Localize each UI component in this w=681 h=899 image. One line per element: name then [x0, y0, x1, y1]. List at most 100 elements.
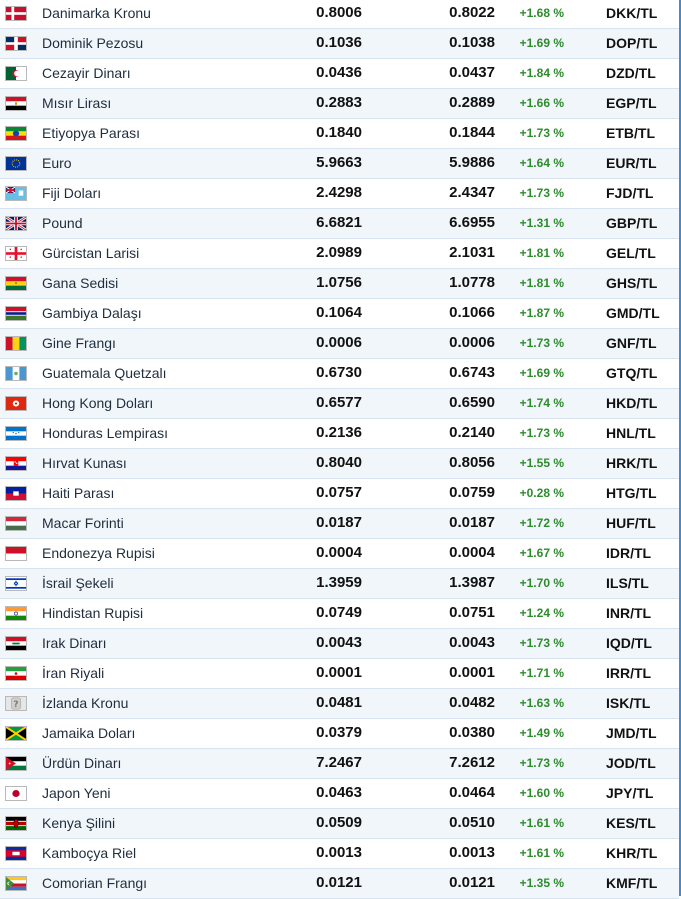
currency-name[interactable]: Mısır Lirası: [42, 95, 112, 111]
currency-pair-code[interactable]: KMF/TL: [606, 875, 658, 891]
currency-pair-code[interactable]: HUF/TL: [606, 515, 656, 531]
currency-pair-code[interactable]: GTQ/TL: [606, 365, 658, 381]
currency-name[interactable]: Gana Sedisi: [42, 275, 119, 291]
currency-pair-code[interactable]: JPY/TL: [606, 785, 654, 801]
currency-pair-code[interactable]: HKD/TL: [606, 395, 658, 411]
currency-pair-code[interactable]: DOP/TL: [606, 35, 658, 51]
buy-rate: 5.9663: [316, 154, 362, 171]
currency-name[interactable]: Guatemala Quetzalı: [42, 365, 167, 381]
table-row[interactable]: Comorian Frangı 0.0121 0.0121 +1.35 % KMF/TL: [0, 869, 679, 899]
currency-pair-code[interactable]: EGP/TL: [606, 95, 657, 111]
jordan-flag-icon: [5, 756, 27, 771]
currency-name[interactable]: Cezayir Dinarı: [42, 65, 131, 81]
currency-pair-code[interactable]: ILS/TL: [606, 575, 649, 591]
currency-pair-code[interactable]: IQD/TL: [606, 635, 652, 651]
currency-name[interactable]: Ürdün Dinarı: [42, 755, 122, 771]
currency-name[interactable]: Jamaika Doları: [42, 725, 136, 741]
table-row[interactable]: Ürdün Dinarı 7.2467 7.2612 +1.73 % JOD/TL: [0, 749, 679, 779]
currency-pair-code[interactable]: KHR/TL: [606, 845, 658, 861]
sell-rate: 0.0380: [449, 724, 495, 741]
table-row[interactable]: Macar Forinti 0.0187 0.0187 +1.72 % HUF/TL: [0, 509, 679, 539]
currency-name[interactable]: Pound: [42, 215, 83, 231]
table-row[interactable]: Gine Frangı 0.0006 0.0006 +1.73 % GNF/TL: [0, 329, 679, 359]
change-percent: +1.70 %: [519, 576, 564, 590]
table-row[interactable]: Euro 5.9663 5.9886 +1.64 % EUR/TL: [0, 149, 679, 179]
table-row[interactable]: Kamboçya Riel 0.0013 0.0013 +1.61 % KHR/TL: [0, 839, 679, 869]
currency-name[interactable]: Irak Dinarı: [42, 635, 107, 651]
table-row[interactable]: Gana Sedisi 1.0756 1.0778 +1.81 % GHS/TL: [0, 269, 679, 299]
currency-pair-code[interactable]: FJD/TL: [606, 185, 654, 201]
buy-rate: 0.0463: [316, 784, 362, 801]
table-row[interactable]: Gambiya Dalaşı 0.1064 0.1066 +1.87 % GMD/TL: [0, 299, 679, 329]
currency-name[interactable]: Honduras Lempirası: [42, 425, 169, 441]
currency-name[interactable]: Dominik Pezosu: [42, 35, 144, 51]
currency-pair-code[interactable]: GHS/TL: [606, 275, 658, 291]
currency-pair-code[interactable]: IDR/TL: [606, 545, 652, 561]
currency-pair-code[interactable]: JOD/TL: [606, 755, 656, 771]
currency-pair-code[interactable]: JMD/TL: [606, 725, 657, 741]
table-row[interactable]: Kenya Şilini 0.0509 0.0510 +1.61 % KES/TL: [0, 809, 679, 839]
table-row[interactable]: Hırvat Kunası 0.8040 0.8056 +1.55 % HRK/TL: [0, 449, 679, 479]
table-row[interactable]: Hong Kong Doları 0.6577 0.6590 +1.74 % HKD/T…: [0, 389, 679, 419]
currency-name[interactable]: Etiyopya Parası: [42, 125, 141, 141]
table-row[interactable]: Honduras Lempirası 0.2136 0.2140 +1.73 % HNL…: [0, 419, 679, 449]
table-row[interactable]: Haiti Parası 0.0757 0.0759 +0.28 % HTG/TL: [0, 479, 679, 509]
currency-pair-code[interactable]: EUR/TL: [606, 155, 657, 171]
table-row[interactable]: Mısır Lirası 0.2883 0.2889 +1.66 % EGP/TL: [0, 89, 679, 119]
currency-name[interactable]: Endonezya Rupisi: [42, 545, 155, 561]
currency-pair-code[interactable]: HNL/TL: [606, 425, 656, 441]
table-row[interactable]: Pound 6.6821 6.6955 +1.31 % GBP/TL: [0, 209, 679, 239]
currency-pair-code[interactable]: HTG/TL: [606, 485, 657, 501]
buy-rate: 0.0436: [316, 64, 362, 81]
currency-pair-code[interactable]: IRR/TL: [606, 665, 652, 681]
table-row[interactable]: Dominik Pezosu 0.1036 0.1038 +1.69 % DOP/TL: [0, 29, 679, 59]
table-row[interactable]: İsrail Şekeli 1.3959 1.3987 +1.70 % ILS/TL: [0, 569, 679, 599]
table-row[interactable]: Japon Yeni 0.0463 0.0464 +1.60 % JPY/TL: [0, 779, 679, 809]
currency-name[interactable]: Fiji Doları: [42, 185, 102, 201]
currency-pair-code[interactable]: DKK/TL: [606, 5, 658, 21]
currency-pair-code[interactable]: ETB/TL: [606, 125, 655, 141]
table-row[interactable]: Jamaika Doları 0.0379 0.0380 +1.49 % JMD/TL: [0, 719, 679, 749]
table-row[interactable]: Fiji Doları 2.4298 2.4347 +1.73 % FJD/TL: [0, 179, 679, 209]
table-row[interactable]: Hindistan Rupisi 0.0749 0.0751 +1.24 % INR/T…: [0, 599, 679, 629]
currency-pair-code[interactable]: INR/TL: [606, 605, 652, 621]
currency-name[interactable]: Danimarka Kronu: [42, 5, 151, 21]
currency-pair-code[interactable]: KES/TL: [606, 815, 656, 831]
currency-name[interactable]: Kamboçya Riel: [42, 845, 137, 861]
table-row[interactable]: Cezayir Dinarı 0.0436 0.0437 +1.84 % DZD/TL: [0, 59, 679, 89]
currency-name[interactable]: Euro: [42, 155, 72, 171]
table-row[interactable]: ? İzlanda Kronu 0.0481 0.0482 +1.63 % ISK/TL: [0, 689, 679, 719]
currency-name[interactable]: Macar Forinti: [42, 515, 124, 531]
change-percent: +1.73 %: [519, 336, 564, 350]
currency-name[interactable]: Gambiya Dalaşı: [42, 305, 142, 321]
currency-name[interactable]: Gine Frangı: [42, 335, 116, 351]
currency-pair-code[interactable]: HRK/TL: [606, 455, 658, 471]
sell-rate: 2.1031: [449, 244, 495, 261]
currency-name[interactable]: Japon Yeni: [42, 785, 111, 801]
currency-name[interactable]: Hindistan Rupisi: [42, 605, 144, 621]
currency-name[interactable]: İzlanda Kronu: [42, 695, 129, 711]
table-row[interactable]: Gürcistan Larisi 2.0989 2.1031 +1.81 % GEL/T…: [0, 239, 679, 269]
currency-pair-code[interactable]: DZD/TL: [606, 65, 656, 81]
table-row[interactable]: Etiyopya Parası 0.1840 0.1844 +1.73 % ETB/TL: [0, 119, 679, 149]
change-percent: +1.74 %: [519, 396, 564, 410]
table-row[interactable]: İran Riyali 0.0001 0.0001 +1.71 % IRR/TL: [0, 659, 679, 689]
currency-pair-code[interactable]: GNF/TL: [606, 335, 657, 351]
currency-pair-code[interactable]: GBP/TL: [606, 215, 658, 231]
table-row[interactable]: Endonezya Rupisi 0.0004 0.0004 +1.67 % IDR/T…: [0, 539, 679, 569]
currency-pair-code[interactable]: GMD/TL: [606, 305, 660, 321]
currency-name[interactable]: İran Riyali: [42, 665, 105, 681]
currency-pair-code[interactable]: GEL/TL: [606, 245, 656, 261]
table-row[interactable]: Irak Dinarı 0.0043 0.0043 +1.73 % IQD/TL: [0, 629, 679, 659]
currency-name[interactable]: İsrail Şekeli: [42, 575, 114, 591]
buy-rate: 0.0379: [316, 724, 362, 741]
currency-name[interactable]: Hırvat Kunası: [42, 455, 127, 471]
currency-name[interactable]: Comorian Frangı: [42, 875, 148, 891]
currency-name[interactable]: Hong Kong Doları: [42, 395, 154, 411]
currency-name[interactable]: Kenya Şilini: [42, 815, 116, 831]
currency-pair-code[interactable]: ISK/TL: [606, 695, 651, 711]
table-row[interactable]: Danimarka Kronu 0.8006 0.8022 +1.68 % DKK/TL: [0, 0, 679, 29]
table-row[interactable]: Guatemala Quetzalı 0.6730 0.6743 +1.69 % GTQ…: [0, 359, 679, 389]
currency-name[interactable]: Haiti Parası: [42, 485, 115, 501]
currency-name[interactable]: Gürcistan Larisi: [42, 245, 140, 261]
